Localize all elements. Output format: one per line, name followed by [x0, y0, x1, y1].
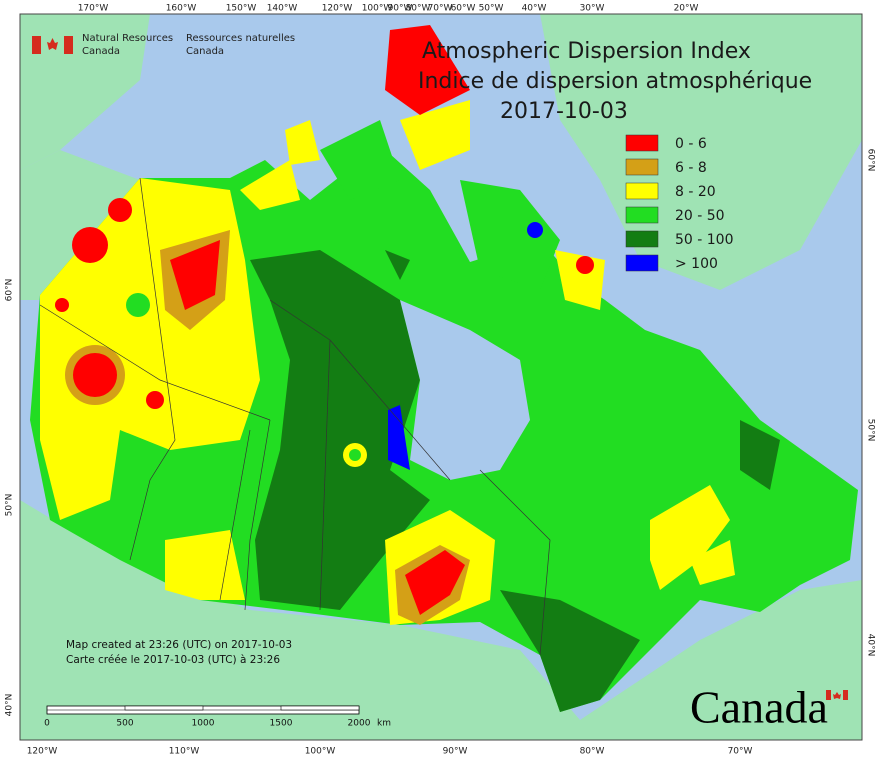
lon-label: 140°W: [267, 4, 298, 14]
map-date: 2017-10-03: [500, 99, 628, 124]
lon-label: 120°W: [27, 747, 58, 757]
island: [460, 180, 560, 290]
zone-dark-green: [385, 250, 410, 280]
hotspot: [576, 256, 594, 274]
legend-swatch: [625, 134, 659, 152]
legend-label: 50 - 100: [675, 232, 734, 248]
legend-label: > 100: [675, 256, 718, 272]
hotspot: [73, 353, 117, 397]
map-body: [20, 14, 862, 740]
lon-label: 80°W: [406, 4, 431, 14]
scale-label: 1000: [192, 719, 215, 729]
island: [320, 120, 400, 200]
legend-label: 6 - 8: [675, 160, 707, 176]
scale-unit: km: [377, 719, 391, 729]
lat-label: 60°N: [5, 279, 15, 302]
zone-yellow: [165, 530, 245, 600]
lon-label: 70°W: [728, 747, 753, 757]
title-en: Atmospheric Dispersion Index: [422, 39, 751, 64]
lon-label: 70°W: [428, 4, 453, 14]
wordmark-flag: [826, 690, 848, 700]
logo-en: Natural Resources: [82, 33, 173, 44]
lon-label: 100°W: [362, 4, 393, 14]
title-fr: Indice de dispersion atmosphérique: [418, 69, 812, 94]
zone-dark-green: [500, 590, 640, 712]
zone-dark-green: [740, 420, 780, 490]
zone-yellow: [650, 485, 730, 590]
scale-label: 1500: [270, 719, 293, 729]
lon-label: 90°W: [443, 747, 468, 757]
lat-label: 40°N: [866, 634, 876, 657]
lat-label: 50°N: [5, 494, 15, 517]
hudson-bay: [400, 300, 530, 480]
lat-label: 50°N: [866, 419, 876, 442]
zone-yellow: [690, 540, 735, 585]
scale-label: 0: [44, 719, 50, 729]
legend-swatch: [625, 158, 659, 176]
lat-label: 60°N: [866, 149, 876, 172]
hotspot: [388, 405, 410, 470]
legend-swatch: [625, 254, 659, 272]
legend-swatch: [625, 230, 659, 248]
island: [385, 25, 470, 115]
legend-swatch: [625, 206, 659, 224]
scale-bar: [46, 705, 360, 715]
borders: [39, 177, 551, 656]
lat-label: 40°N: [5, 694, 15, 717]
lon-label: 50°W: [479, 4, 504, 14]
lon-label: 90°W: [388, 4, 413, 14]
wordmark: Canada: [690, 682, 828, 733]
legend-label: 0 - 6: [675, 136, 707, 152]
zone-dark-green: [250, 250, 430, 610]
lon-label: 30°W: [580, 4, 605, 14]
russia: [20, 14, 150, 170]
hotspot: [72, 227, 108, 263]
legend-swatch: [625, 182, 659, 200]
usa: [20, 500, 862, 740]
credit-en: Map created at 23:26 (UTC) on 2017-10-03: [66, 639, 292, 651]
zone-red: [170, 240, 220, 310]
hotspot: [527, 222, 543, 238]
lon-label: 110°W: [169, 747, 200, 757]
lon-label: 170°W: [78, 4, 109, 14]
logo-en: Canada: [82, 46, 120, 57]
hotspot: [126, 293, 150, 317]
lon-label: 160°W: [166, 4, 197, 14]
logo-fr: Canada: [186, 46, 224, 57]
lon-label: 120°W: [322, 4, 353, 14]
legend-label: 20 - 50: [675, 208, 725, 224]
lon-label: 100°W: [305, 747, 336, 757]
scale-label: 500: [116, 719, 133, 729]
zone-red: [405, 550, 465, 615]
island: [285, 120, 320, 165]
frame: [19, 13, 863, 741]
hotspot: [349, 449, 361, 461]
logo: [32, 36, 73, 54]
lon-label: 60°W: [451, 4, 476, 14]
lon-label: 40°W: [522, 4, 547, 14]
lon-label: 150°W: [226, 4, 257, 14]
hotspot: [55, 298, 69, 312]
alaska: [20, 150, 140, 300]
hotspot: [108, 198, 132, 222]
legend-label: 8 - 20: [675, 184, 716, 200]
lon-label: 80°W: [580, 747, 605, 757]
logo-fr: Ressources naturelles: [186, 33, 295, 44]
island: [400, 100, 470, 170]
lon-label: 20°W: [674, 4, 699, 14]
island: [240, 160, 300, 210]
greenland: [540, 14, 862, 290]
hotspot: [146, 391, 164, 409]
credit-fr: Carte créée le 2017-10-03 (UTC) à 23:26: [66, 654, 280, 666]
scale-label: 2000: [348, 719, 371, 729]
